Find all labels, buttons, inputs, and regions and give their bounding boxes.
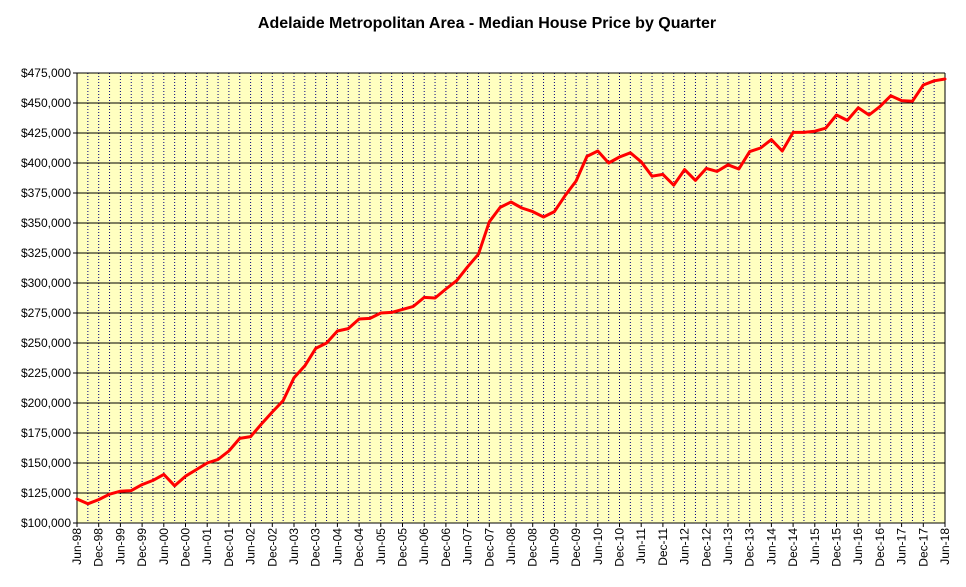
y-tick-label: $400,000 [21, 156, 71, 170]
y-tick-label: $150,000 [21, 456, 71, 470]
x-tick-label: Jun-10 [591, 528, 605, 565]
x-tick-label: Dec-03 [309, 528, 323, 567]
y-tick-label: $225,000 [21, 366, 71, 380]
y-axis-tick-labels: $100,000 $125,000 $150,000 $175,000 $200,000… [21, 66, 77, 530]
x-tick-label: Dec-00 [179, 528, 193, 567]
x-tick-label: Jun-98 [70, 528, 84, 565]
x-tick-label: Jun-15 [808, 528, 822, 565]
y-tick-label: $450,000 [21, 96, 71, 110]
x-tick-label: Jun-08 [504, 528, 518, 565]
x-tick-label: Dec-99 [135, 528, 149, 567]
y-tick-label: $325,000 [21, 246, 71, 260]
x-tick-label: Jun-09 [547, 528, 561, 565]
x-tick-label: Dec-15 [830, 528, 844, 567]
x-tick-label: Dec-07 [482, 528, 496, 567]
x-tick-label: Dec-14 [786, 528, 800, 567]
x-tick-label: Jun-05 [374, 528, 388, 565]
chart-title: Adelaide Metropolitan Area - Median Hous… [258, 15, 716, 32]
y-tick-label: $425,000 [21, 126, 71, 140]
y-tick-label: $475,000 [21, 66, 71, 80]
x-tick-label: Dec-02 [265, 528, 279, 567]
x-tick-label: Jun-18 [938, 528, 952, 565]
x-tick-label: Dec-12 [699, 528, 713, 567]
y-tick-label: $375,000 [21, 186, 71, 200]
x-tick-label: Dec-13 [743, 528, 757, 567]
x-tick-label: Dec-06 [439, 528, 453, 567]
x-axis-tick-labels: Jun-98 Dec-98 Jun-99 Dec-99 Jun-00 Dec-00 Jun-… [70, 523, 952, 567]
x-tick-label: Dec-09 [569, 528, 583, 567]
x-tick-label: Jun-11 [634, 528, 648, 564]
x-tick-label: Jun-01 [200, 528, 214, 565]
x-tick-label: Jun-13 [721, 528, 735, 565]
x-tick-label: Jun-02 [244, 528, 258, 565]
x-tick-label: Dec-17 [916, 528, 930, 567]
y-tick-label: $250,000 [21, 336, 71, 350]
y-tick-label: $200,000 [21, 396, 71, 410]
x-tick-label: Jun-12 [678, 528, 692, 565]
x-tick-label: Dec-08 [526, 528, 540, 567]
x-tick-label: Dec-98 [92, 528, 106, 567]
x-tick-label: Jun-03 [287, 528, 301, 565]
y-tick-label: $100,000 [21, 516, 71, 530]
x-tick-label: Jun-17 [895, 528, 909, 565]
x-tick-label: Jun-14 [764, 528, 778, 565]
x-tick-label: Jun-00 [157, 528, 171, 565]
x-tick-label: Dec-10 [613, 528, 627, 567]
y-tick-label: $275,000 [21, 306, 71, 320]
y-tick-label: $300,000 [21, 276, 71, 290]
x-tick-label: Jun-07 [461, 528, 475, 565]
y-tick-label: $125,000 [21, 486, 71, 500]
x-tick-label: Dec-16 [873, 528, 887, 567]
series-line [75, 77, 947, 506]
series-layer [75, 77, 947, 506]
x-tick-label: Jun-04 [330, 528, 344, 565]
x-tick-label: Jun-06 [417, 528, 431, 565]
x-tick-label: Dec-05 [396, 528, 410, 567]
x-tick-label: Dec-01 [222, 528, 236, 567]
x-tick-label: Dec-11 [656, 528, 670, 566]
x-tick-label: Jun-16 [851, 528, 865, 565]
x-tick-label: Jun-99 [113, 528, 127, 565]
x-tick-label: Dec-04 [352, 528, 366, 567]
y-tick-label: $350,000 [21, 216, 71, 230]
y-tick-label: $175,000 [21, 426, 71, 440]
